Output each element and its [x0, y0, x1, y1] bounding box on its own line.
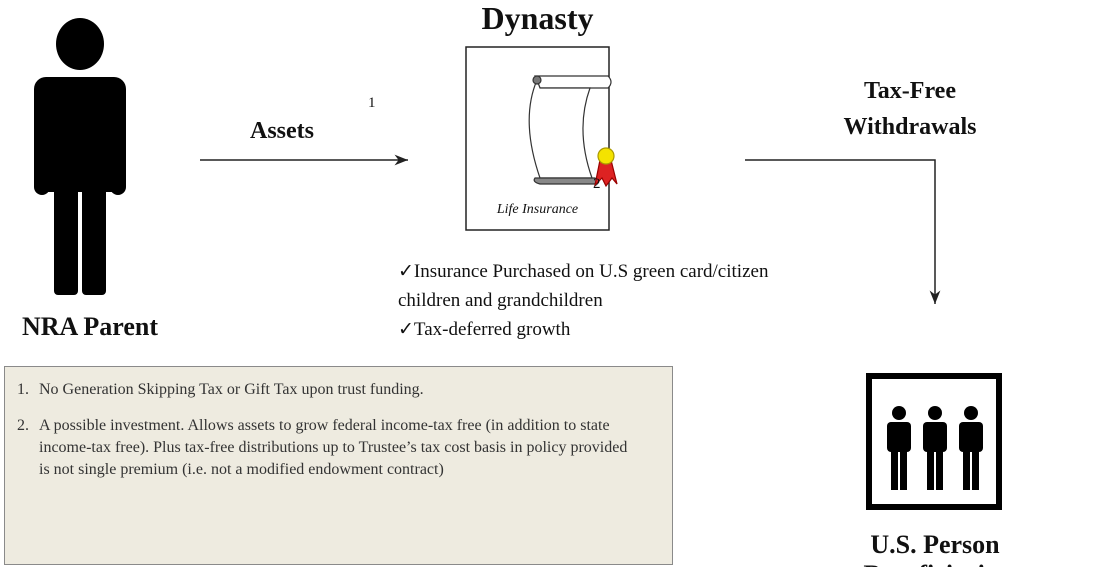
- note-ref: 1: [368, 95, 376, 112]
- note-number: 2.: [17, 415, 39, 481]
- trust-title: Dynasty: [465, 0, 610, 37]
- note-number: 1.: [17, 379, 39, 401]
- note-ref: 2: [593, 176, 601, 193]
- parent-icon: [34, 18, 126, 295]
- note: 2.A possible investment. Allows assets t…: [17, 415, 632, 481]
- diagram: Dynasty Assets 1 2 Life Insurance Tax-Fr…: [0, 0, 1111, 567]
- note-text: No Generation Skipping Tax or Gift Tax u…: [39, 379, 424, 401]
- notes-box: 1.No Generation Skipping Tax or Gift Tax…: [4, 366, 673, 565]
- note-text: A possible investment. Allows assets to …: [39, 415, 632, 481]
- benefit: ✓Tax-deferred growth: [398, 315, 770, 344]
- withdrawals-label: Withdrawals: [840, 114, 980, 141]
- beneficiaries-label: U.S. Person Beneficiaries: [800, 530, 1070, 567]
- withdrawals-arrow: [745, 160, 935, 304]
- parent-label: NRA Parent: [0, 312, 180, 342]
- trust-caption: Life Insurance: [466, 202, 609, 218]
- withdrawals-label: Tax-Free: [840, 78, 980, 105]
- benefit: ✓Insurance Purchased on U.S green card/c…: [398, 257, 770, 315]
- note: 1.No Generation Skipping Tax or Gift Tax…: [17, 379, 632, 401]
- assets-label: Assets: [250, 118, 314, 145]
- benefits: ✓Insurance Purchased on U.S green card/c…: [398, 257, 770, 344]
